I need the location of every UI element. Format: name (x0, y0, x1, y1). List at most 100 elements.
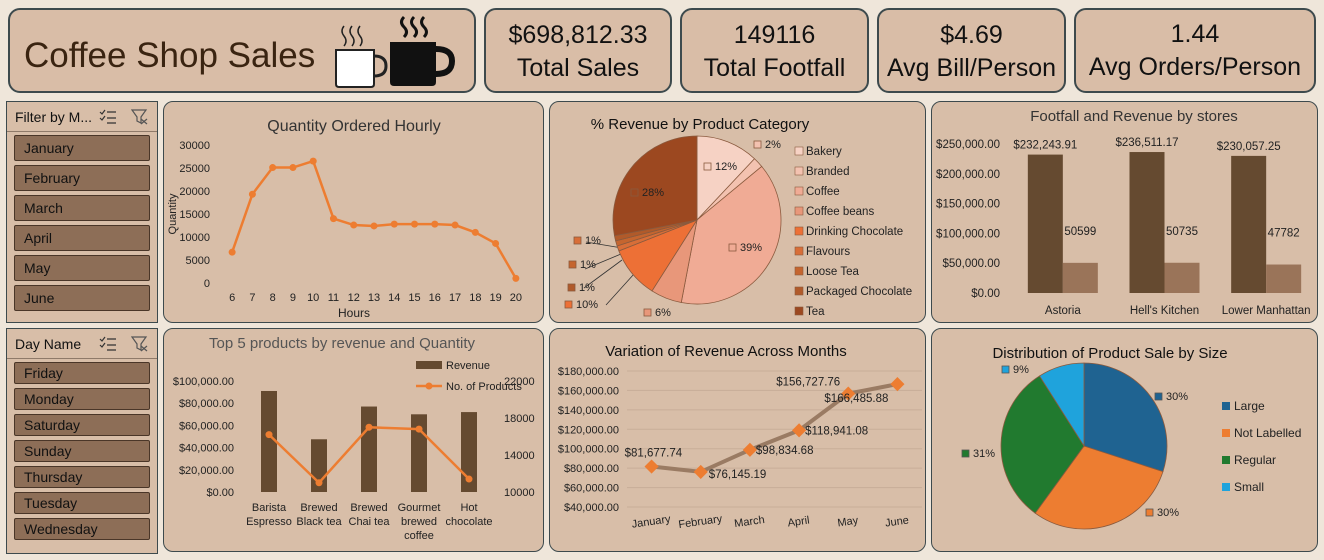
filter-thursday[interactable]: Thursday (14, 466, 150, 488)
series-line (651, 382, 898, 474)
y-tick-label: $140,000.00 (558, 405, 619, 417)
data-label: 30% (1166, 391, 1188, 403)
y-tick-label: $0.00 (206, 487, 234, 499)
multi-select-icon[interactable] (99, 109, 117, 125)
clear-filter-icon[interactable] (131, 109, 149, 125)
data-label-marker (564, 300, 573, 309)
y2-tick-label: 18000 (504, 413, 535, 425)
filter-january[interactable]: January (14, 135, 150, 161)
data-label: 1% (579, 282, 595, 294)
leader-line (584, 253, 622, 270)
x-tick-label: Brewed (300, 502, 337, 514)
x-tick-label: Lower Manhattan (1222, 305, 1311, 317)
legend-label: Small (1234, 480, 1264, 494)
legend-marker (794, 226, 804, 236)
y-tick-label: $100,000.00 (936, 228, 1000, 240)
page-title: Coffee Shop Sales (24, 36, 316, 75)
multi-select-icon[interactable] (99, 336, 117, 352)
data-point (265, 431, 273, 439)
clear-filter-icon[interactable] (131, 336, 149, 352)
stores-chart-panel: Footfall and Revenue by stores $0.00 $50,0… (931, 101, 1318, 323)
data-point (390, 220, 398, 228)
x-axis-label: Hours (338, 306, 370, 320)
category-chart-panel: % Revenue by Product Category 12% 2% 39% 6% 1… (549, 101, 926, 323)
legend-marker (794, 306, 804, 316)
filter-wednesday[interactable]: Wednesday (14, 518, 150, 540)
data-label: 6% (655, 307, 671, 319)
kpi-value: 1.44 (1170, 20, 1220, 48)
filter-monday[interactable]: Monday (14, 388, 150, 410)
data-point (350, 221, 358, 229)
data-point (329, 215, 337, 223)
y-tick-label: $80,000.00 (564, 463, 619, 475)
y-tick-label: $160,000.00 (558, 385, 619, 397)
legend-marker (1222, 429, 1230, 437)
filter-sunday[interactable]: Sunday (14, 440, 150, 462)
legend-label: Loose Tea (806, 266, 859, 278)
x-tick-label: Brewed (350, 502, 387, 514)
legend-marker (1222, 456, 1230, 464)
data-label: 31% (973, 448, 995, 460)
y2-tick-label: 22000 (504, 376, 535, 388)
slicer-title: Filter by M... (15, 109, 93, 125)
legend-label: Tea (806, 306, 825, 318)
data-label: 50599 (1064, 226, 1096, 238)
data-label: $166,485.88 (824, 393, 888, 405)
pie-slice (1000, 375, 1085, 514)
data-point (512, 274, 520, 282)
hourly-quantity-chart: Quantity Ordered Hourly 0 5000 10000 15000 20… (167, 118, 522, 320)
data-label-marker (1145, 508, 1154, 517)
x-tick-label: 12 (348, 292, 360, 304)
x-tick-label: Barista (252, 502, 287, 514)
data-point (365, 423, 373, 431)
filter-may[interactable]: May (14, 255, 150, 281)
legend-marker (794, 146, 804, 156)
x-tick-label: 8 (270, 292, 276, 304)
legend-label: Regular (1234, 453, 1276, 467)
filter-tuesday[interactable]: Tuesday (14, 492, 150, 514)
legend-marker (416, 361, 442, 369)
chart-title: Footfall and Revenue by stores (1030, 108, 1238, 125)
y2-tick-label: 14000 (504, 450, 535, 462)
data-label: 28% (642, 187, 664, 199)
filter-friday[interactable]: Friday (14, 362, 150, 384)
data-point (742, 442, 757, 457)
filter-june[interactable]: June (14, 285, 150, 311)
x-tick-label: May (837, 515, 860, 530)
top5-products-chart: Top 5 products by revenue and Quantity $0… (173, 335, 535, 542)
legend-label: Drinking Chocolate (806, 226, 903, 238)
data-label: 12% (715, 161, 737, 173)
bar (1231, 155, 1267, 293)
data-label-marker (1154, 392, 1163, 401)
filter-march[interactable]: March (14, 195, 150, 221)
x-tick-label: 14 (388, 292, 400, 304)
x-tick-label: 10 (307, 292, 319, 304)
data-point (492, 239, 500, 247)
data-point (411, 220, 419, 228)
x-tick-label: Chai tea (349, 516, 391, 528)
chart-title: Variation of Revenue Across Months (605, 343, 847, 360)
title-card: Coffee Shop Sales (8, 8, 476, 93)
legend-marker (1222, 402, 1230, 410)
data-point (465, 475, 473, 483)
bar (361, 406, 377, 492)
x-tick-label: 11 (328, 292, 339, 304)
filter-saturday[interactable]: Saturday (14, 414, 150, 436)
y-tick-label: $40,000.00 (179, 443, 234, 455)
pie-slice (612, 135, 698, 237)
x-tick-label: 20 (510, 292, 522, 304)
kpi-label: Total Footfall (703, 54, 846, 82)
data-label-marker (728, 243, 737, 252)
y-tick-label: $100,000.00 (173, 376, 234, 388)
kpi-total-sales: $698,812.33 Total Sales (484, 8, 672, 93)
data-label: 47782 (1268, 228, 1300, 240)
y-tick-label: $120,000.00 (558, 424, 619, 436)
x-tick-label: 7 (249, 292, 255, 304)
filter-april[interactable]: April (14, 225, 150, 251)
size-distribution-chart: Distribution of Product Sale by Size 30% 3… (961, 345, 1301, 530)
chart-title: % Revenue by Product Category (591, 116, 810, 133)
y-tick-label: 0 (204, 278, 210, 290)
chart-title: Distribution of Product Sale by Size (992, 345, 1227, 362)
filter-february[interactable]: February (14, 165, 150, 191)
legend-label: Bakery (806, 146, 842, 158)
